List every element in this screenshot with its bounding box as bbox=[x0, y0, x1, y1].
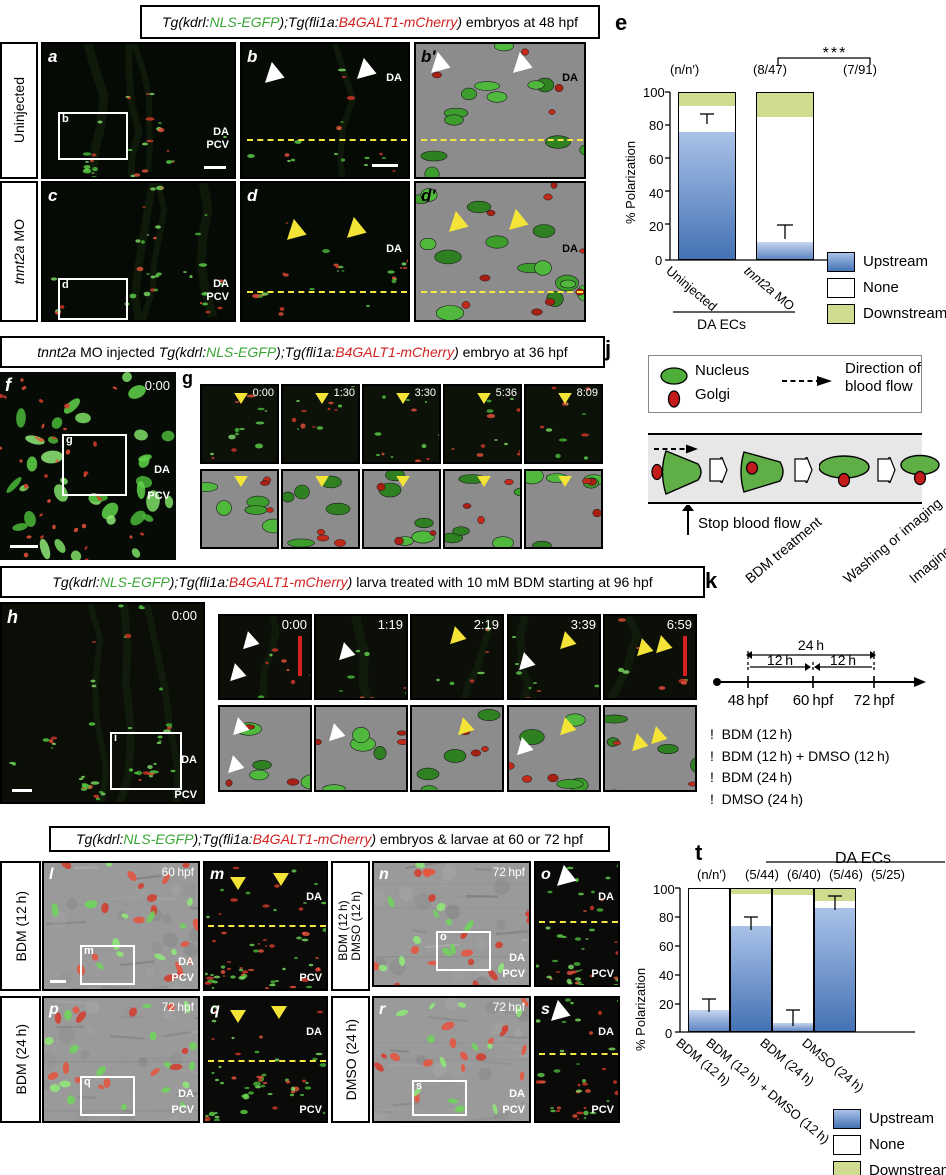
svg-text:72 hpf: 72 hpf bbox=[854, 692, 895, 709]
svg-text:60 hpf: 60 hpf bbox=[793, 692, 834, 709]
svg-text:12 h: 12 h bbox=[830, 652, 856, 668]
svg-text:48 hpf: 48 hpf bbox=[728, 692, 769, 709]
svg-text:12 h: 12 h bbox=[767, 652, 793, 668]
svg-text:24 h: 24 h bbox=[798, 640, 824, 653]
